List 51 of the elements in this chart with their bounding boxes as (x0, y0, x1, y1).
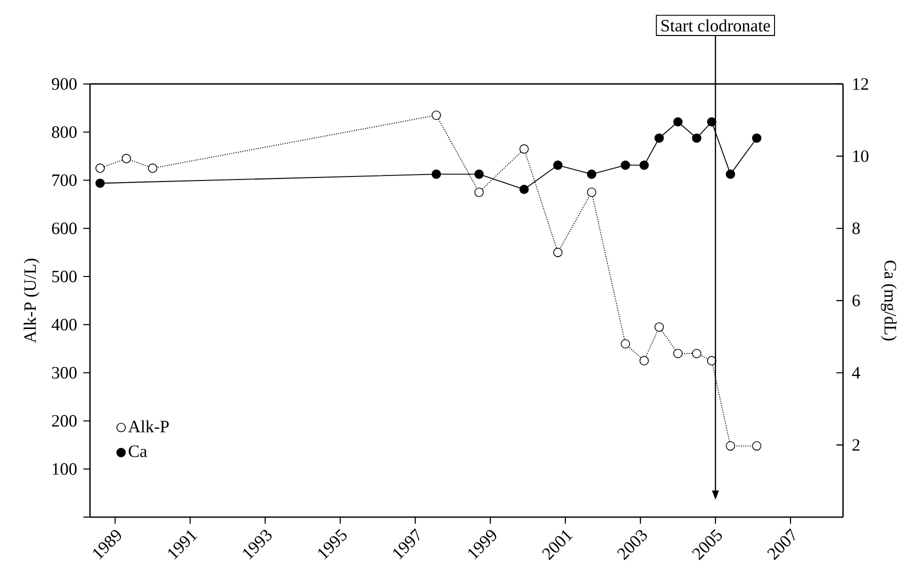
x-tick-label: 1991 (168, 530, 198, 560)
point (640, 160, 649, 170)
point (620, 160, 630, 170)
y2-tick-label: 10 (853, 150, 868, 162)
point (673, 116, 683, 126)
point (752, 133, 762, 143)
point (586, 169, 596, 179)
y-tick-label: 300 (52, 366, 77, 378)
y2-tick-label: 4 (852, 366, 860, 378)
point (620, 338, 630, 348)
point (553, 248, 563, 257)
point (122, 154, 132, 164)
ref-line-label: Start clodronate (662, 19, 770, 32)
legend-label: Ca (128, 445, 148, 457)
y-tick-label: 100 (52, 462, 77, 475)
point (586, 187, 596, 197)
point (654, 322, 664, 332)
point (95, 163, 105, 173)
point (519, 184, 529, 194)
y2-tick-label: 6 (852, 294, 860, 306)
y-tick-label: 700 (52, 174, 77, 186)
point (640, 356, 649, 366)
y-tick-label: 900 (52, 78, 77, 90)
y-tick-label: 600 (52, 222, 77, 234)
point (692, 133, 702, 143)
point (432, 169, 441, 179)
y2-tick-label: 12 (853, 78, 868, 90)
y2-tick-label: 8 (852, 222, 860, 234)
point (95, 178, 105, 188)
point (707, 116, 716, 126)
point (692, 348, 702, 358)
point (474, 169, 484, 179)
point (726, 169, 736, 179)
point (474, 187, 484, 197)
point (654, 133, 664, 143)
y-tick-label: 400 (52, 318, 77, 330)
y-tick-label: 200 (52, 414, 77, 427)
point (752, 441, 762, 450)
point (148, 163, 158, 173)
point (726, 441, 736, 450)
y2-tick-label: 2 (852, 438, 860, 450)
y2-axis-title: Ca (mg/dL) (880, 260, 897, 340)
point (432, 110, 441, 120)
point (519, 144, 529, 154)
y-axis-title: Alk-P (U/L) (24, 258, 40, 343)
point (707, 356, 716, 366)
legend-label: Alk-P (128, 420, 169, 432)
point (673, 348, 683, 358)
point (553, 160, 563, 170)
y-tick-label: 800 (52, 126, 77, 138)
y-tick-label: 500 (52, 270, 77, 282)
